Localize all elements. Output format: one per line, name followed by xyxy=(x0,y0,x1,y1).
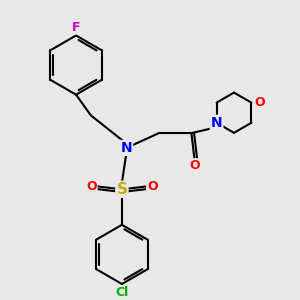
Text: N: N xyxy=(211,116,222,130)
Text: N: N xyxy=(121,141,132,155)
Text: O: O xyxy=(147,180,158,193)
Text: Cl: Cl xyxy=(115,286,128,299)
Text: O: O xyxy=(86,180,97,193)
Text: S: S xyxy=(116,182,128,197)
Text: O: O xyxy=(254,96,265,109)
Text: O: O xyxy=(189,159,200,172)
Text: F: F xyxy=(72,21,80,34)
